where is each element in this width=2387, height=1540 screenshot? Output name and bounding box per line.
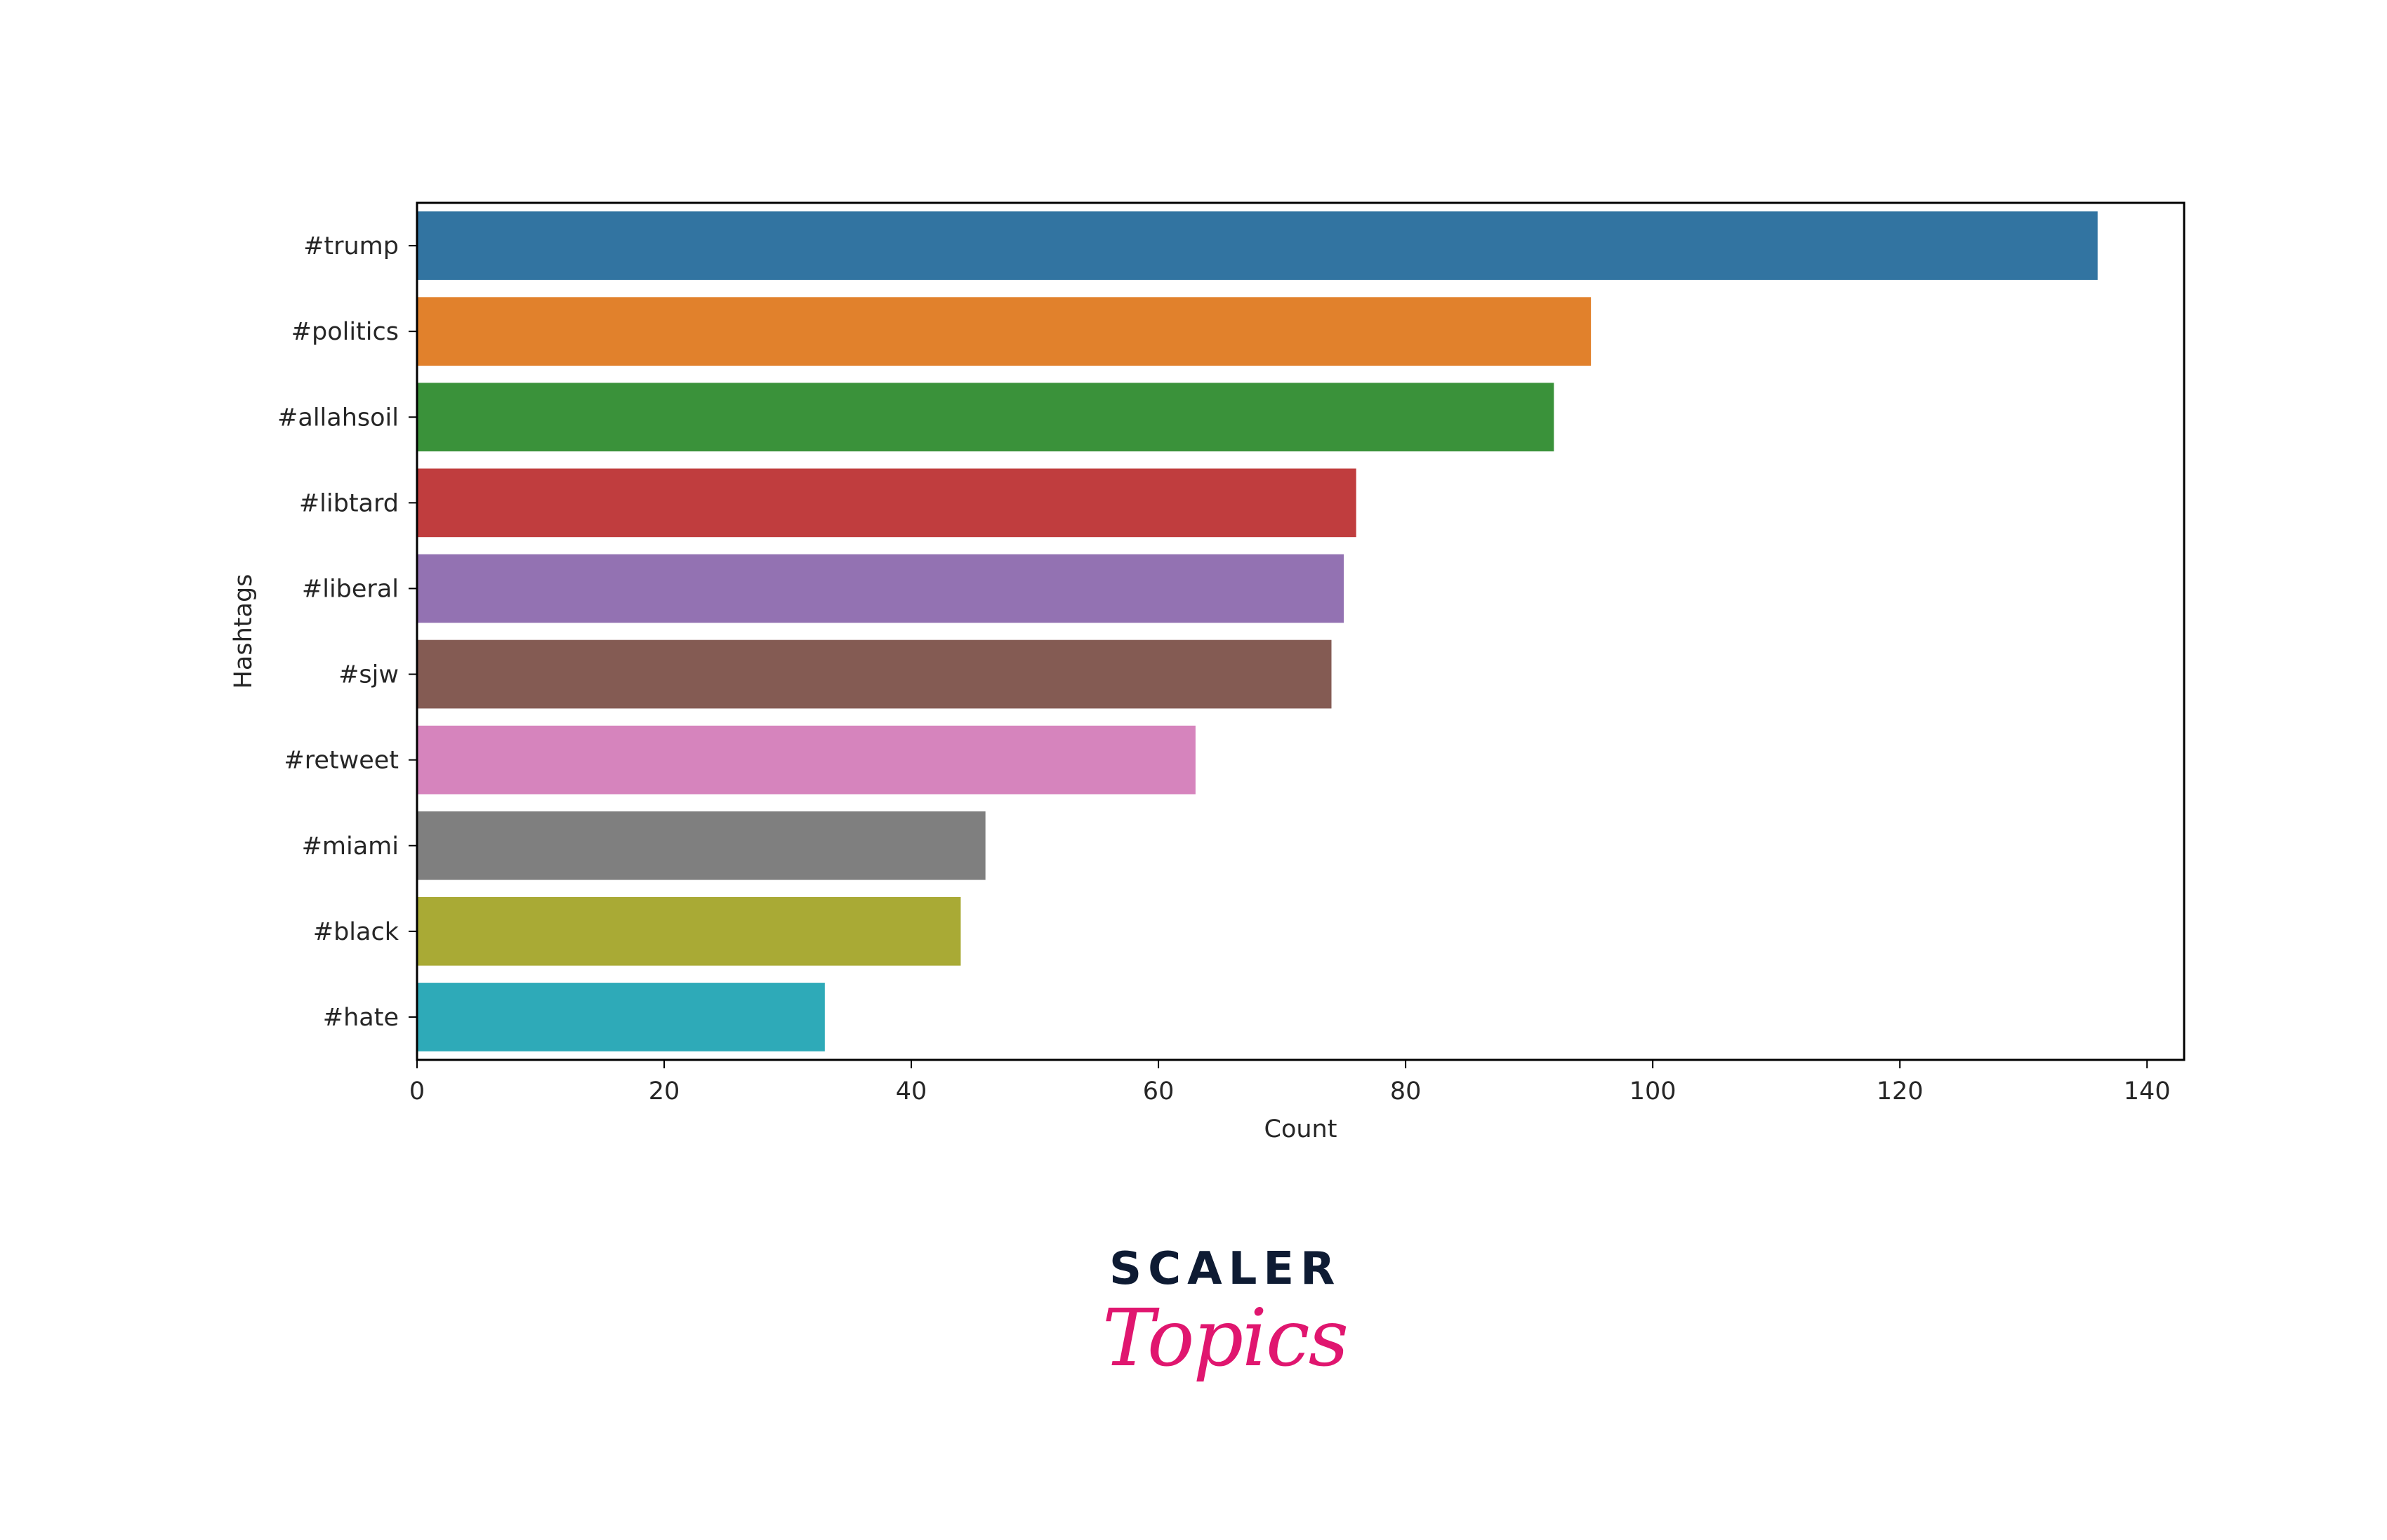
y-tick-label: #libtard bbox=[299, 489, 399, 517]
y-tick-label: #liberal bbox=[302, 575, 399, 603]
bar-chart-svg: #trump #politics #allahsoil #libtard #libera… bbox=[230, 201, 2186, 1143]
x-tick-label: 0 bbox=[409, 1077, 425, 1106]
bar-black bbox=[417, 897, 961, 966]
x-tick-label: 60 bbox=[1143, 1077, 1175, 1106]
chart: #trump #politics #allahsoil #libtard #libera… bbox=[230, 201, 2186, 1143]
y-tick-label: #black bbox=[313, 918, 399, 946]
bar-trump bbox=[417, 211, 2098, 280]
y-tick-label: #allahsoil bbox=[277, 404, 399, 432]
bar-miami bbox=[417, 811, 986, 880]
x-tick-label: 80 bbox=[1390, 1077, 1422, 1106]
x-tick-label: 40 bbox=[896, 1077, 927, 1106]
y-tick-label: #retweet bbox=[284, 747, 399, 775]
plot-frame bbox=[416, 201, 2186, 1061]
x-axis-title: Count bbox=[1264, 1115, 1337, 1143]
y-tick-label: #trump bbox=[303, 232, 399, 260]
scaler-topics-logo: SCALER Topics bbox=[1088, 1242, 1349, 1432]
bars-layer bbox=[417, 211, 2098, 1051]
logo-scaler-text: SCALER bbox=[1109, 1243, 1342, 1295]
x-tick-label: 140 bbox=[2124, 1077, 2171, 1106]
y-axis-title: Hashtags bbox=[230, 574, 258, 689]
bar-sjw bbox=[417, 639, 1332, 709]
x-tick-label: 120 bbox=[1877, 1077, 1924, 1106]
y-tick-label: #politics bbox=[291, 318, 399, 346]
bar-politics bbox=[417, 297, 1592, 366]
bar-hate bbox=[417, 983, 825, 1051]
y-tick-label: #sjw bbox=[338, 661, 399, 689]
bar-libtard bbox=[417, 468, 1356, 538]
x-tick-label: 100 bbox=[1629, 1077, 1677, 1106]
logo-topics-text: Topics bbox=[1102, 1293, 1349, 1384]
bar-allahsoil bbox=[417, 383, 1554, 452]
y-tick-label: #hate bbox=[323, 1004, 399, 1032]
x-tick-label: 20 bbox=[649, 1077, 680, 1106]
x-ticks-layer: 0 20 40 60 80 100 120 140 bbox=[409, 1060, 2171, 1106]
bar-liberal bbox=[417, 554, 1344, 623]
y-tick-label: #miami bbox=[302, 832, 399, 861]
y-ticks-layer: #trump #politics #allahsoil #libtard #libera… bbox=[277, 232, 417, 1032]
bar-retweet bbox=[417, 725, 1196, 795]
